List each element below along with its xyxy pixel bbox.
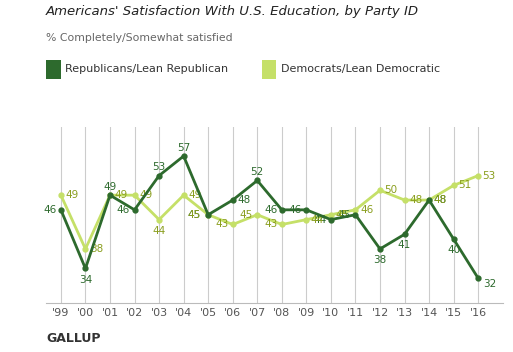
Text: 48: 48 [433, 195, 447, 205]
Text: GALLUP: GALLUP [46, 332, 101, 345]
Text: 50: 50 [385, 185, 398, 195]
Text: 44: 44 [311, 215, 324, 225]
Text: 49: 49 [103, 182, 116, 192]
Democrats/Lean Democratic [156, 218, 162, 222]
Democrats/Lean Democratic [131, 193, 137, 197]
Text: 46: 46 [117, 205, 130, 215]
Text: 53: 53 [483, 171, 496, 181]
Text: 44: 44 [152, 226, 166, 236]
Republicans/Lean Republican [107, 193, 113, 197]
Democrats/Lean Democratic [402, 198, 408, 202]
Republicans/Lean Republican [377, 247, 383, 251]
Text: 41: 41 [398, 240, 411, 250]
Text: 46: 46 [360, 205, 373, 215]
Text: 52: 52 [251, 167, 264, 177]
Text: 43: 43 [264, 220, 278, 230]
Text: 45: 45 [240, 210, 253, 220]
Democrats/Lean Democratic [475, 174, 481, 178]
Text: 49: 49 [65, 190, 78, 200]
Text: 43: 43 [215, 220, 228, 230]
Republicans/Lean Republican [58, 208, 64, 212]
Text: 49: 49 [139, 190, 152, 200]
Republicans/Lean Republican [279, 208, 285, 212]
Democrats/Lean Democratic [303, 218, 309, 222]
Republicans/Lean Republican [352, 213, 359, 217]
Republicans/Lean Republican [402, 232, 408, 237]
Democrats/Lean Democratic [181, 193, 187, 197]
Democrats/Lean Democratic [279, 222, 285, 227]
Democrats/Lean Democratic [205, 213, 211, 217]
Democrats/Lean Democratic [328, 213, 334, 217]
Text: 45: 45 [188, 210, 201, 220]
Democrats/Lean Democratic [58, 193, 64, 197]
Text: 38: 38 [90, 244, 103, 254]
Text: 57: 57 [177, 143, 190, 153]
Text: 44: 44 [313, 215, 326, 225]
Democrats/Lean Democratic [107, 193, 113, 197]
Text: 48: 48 [409, 195, 422, 205]
Text: 48: 48 [237, 195, 250, 205]
Republicans/Lean Republican [303, 208, 309, 212]
Text: 34: 34 [79, 275, 92, 285]
Text: 45: 45 [338, 210, 351, 220]
Republicans/Lean Republican [328, 218, 334, 222]
Republicans/Lean Republican [426, 198, 432, 202]
Democrats/Lean Democratic [83, 247, 89, 251]
Text: Americans' Satisfaction With U.S. Education, by Party ID: Americans' Satisfaction With U.S. Educat… [46, 5, 419, 18]
Text: 38: 38 [373, 255, 387, 265]
Republicans/Lean Republican [181, 154, 187, 158]
Line: Republicans/Lean Republican: Republicans/Lean Republican [58, 153, 481, 281]
Text: 32: 32 [483, 279, 496, 289]
Text: 46: 46 [264, 205, 278, 215]
Text: 48: 48 [433, 195, 447, 205]
Republicans/Lean Republican [156, 174, 162, 178]
Democrats/Lean Democratic [352, 208, 359, 212]
Democrats/Lean Democratic [426, 198, 432, 202]
Text: 45: 45 [188, 210, 201, 220]
Text: % Completely/Somewhat satisfied: % Completely/Somewhat satisfied [46, 33, 233, 43]
Text: 49: 49 [114, 190, 128, 200]
Republicans/Lean Republican [254, 178, 261, 183]
Republicans/Lean Republican [230, 198, 236, 202]
Text: 49: 49 [188, 190, 202, 200]
Text: 46: 46 [289, 205, 302, 215]
Text: 46: 46 [43, 205, 56, 215]
Text: 53: 53 [152, 162, 166, 172]
Text: 40: 40 [447, 245, 460, 255]
Democrats/Lean Democratic [254, 213, 261, 217]
Democrats/Lean Democratic [450, 183, 457, 188]
Text: Democrats/Lean Democratic: Democrats/Lean Democratic [281, 64, 440, 74]
Line: Democrats/Lean Democratic: Democrats/Lean Democratic [58, 173, 481, 251]
Republicans/Lean Republican [83, 266, 89, 271]
Text: 51: 51 [458, 180, 471, 190]
Text: 45: 45 [336, 210, 349, 220]
Democrats/Lean Democratic [230, 222, 236, 227]
Republicans/Lean Republican [131, 208, 137, 212]
Text: Republicans/Lean Republican: Republicans/Lean Republican [65, 64, 228, 74]
Republicans/Lean Republican [475, 276, 481, 281]
Republicans/Lean Republican [450, 237, 457, 241]
Republicans/Lean Republican [205, 213, 211, 217]
Democrats/Lean Democratic [377, 188, 383, 193]
